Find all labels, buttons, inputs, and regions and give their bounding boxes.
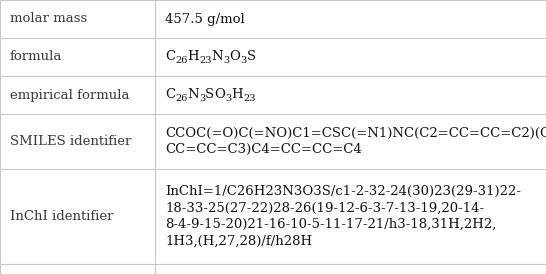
Text: CCOC(=O)C(=NO)C1=CSC(=N1)NC(C2=CC=CC=C2)(C3=
CC=CC=C3)C4=CC=CC=C4: CCOC(=O)C(=NO)C1=CSC(=N1)NC(C2=CC=CC=C2)… (165, 127, 546, 156)
Text: 26: 26 (175, 94, 187, 103)
Text: O: O (229, 50, 240, 64)
Text: InChI=1/C26H23N3O3S/c1-2-32-24(30)23(29-31)22-
18-33-25(27-22)28-26(19-12-6-3-7-: InChI=1/C26H23N3O3S/c1-2-32-24(30)23(29-… (165, 185, 521, 248)
Text: 23: 23 (199, 56, 212, 65)
Text: 3: 3 (223, 56, 229, 65)
Text: S: S (247, 50, 256, 64)
Text: 3: 3 (199, 94, 205, 103)
Text: 3: 3 (240, 56, 247, 65)
Text: 457.5 g/mol: 457.5 g/mol (165, 13, 245, 25)
Text: InChI identifier: InChI identifier (10, 210, 114, 223)
Text: S: S (205, 89, 215, 101)
Text: H: H (187, 50, 199, 64)
Text: 26: 26 (175, 56, 187, 65)
Text: C: C (165, 89, 175, 101)
Text: empirical formula: empirical formula (10, 89, 129, 101)
Text: H: H (232, 89, 244, 101)
Text: 23: 23 (244, 94, 256, 103)
Text: N: N (212, 50, 223, 64)
Text: C: C (165, 50, 175, 64)
Text: molar mass: molar mass (10, 13, 87, 25)
Text: formula: formula (10, 50, 62, 64)
Text: 3: 3 (225, 94, 232, 103)
Text: SMILES identifier: SMILES identifier (10, 135, 132, 148)
Text: O: O (215, 89, 225, 101)
Text: N: N (187, 89, 199, 101)
